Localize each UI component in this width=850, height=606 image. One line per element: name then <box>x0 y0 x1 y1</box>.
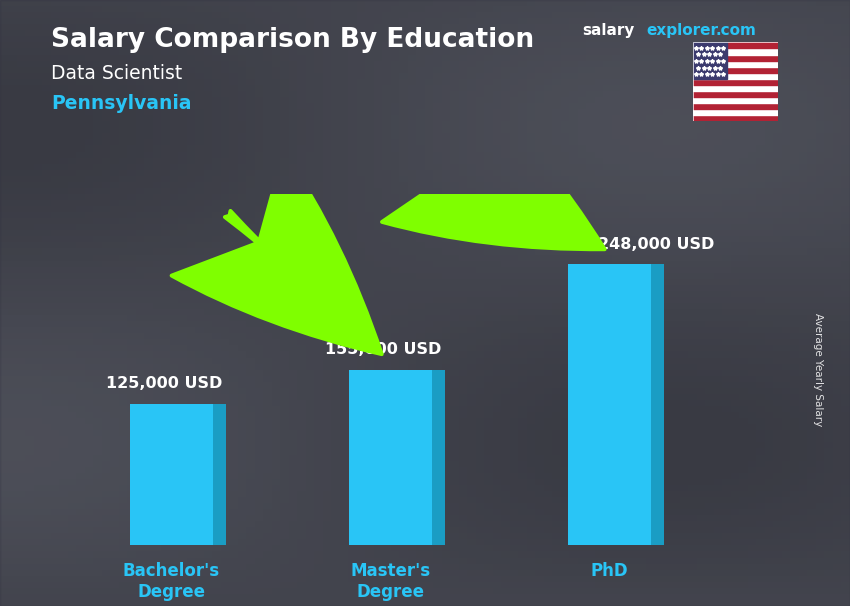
Bar <box>693 55 778 61</box>
Bar <box>693 97 778 103</box>
Bar <box>693 61 778 67</box>
Bar <box>693 91 778 97</box>
Text: 248,000 USD: 248,000 USD <box>598 237 715 251</box>
Bar <box>693 73 778 79</box>
Bar <box>693 85 778 91</box>
FancyArrowPatch shape <box>172 152 382 354</box>
Polygon shape <box>651 264 664 545</box>
Text: Salary Comparison By Education: Salary Comparison By Education <box>51 27 534 53</box>
Text: salary: salary <box>582 23 635 38</box>
FancyArrowPatch shape <box>382 76 604 249</box>
Bar <box>693 109 778 115</box>
Text: .com: .com <box>716 23 756 38</box>
Bar <box>693 103 778 109</box>
Bar <box>693 67 778 73</box>
Polygon shape <box>348 370 432 545</box>
Text: Average Yearly Salary: Average Yearly Salary <box>813 313 824 426</box>
Polygon shape <box>432 370 445 545</box>
Text: +60%: +60% <box>446 196 545 225</box>
Text: Pennsylvania: Pennsylvania <box>51 94 191 113</box>
Bar <box>693 42 778 48</box>
Text: Data Scientist: Data Scientist <box>51 64 182 82</box>
Polygon shape <box>568 264 651 545</box>
Bar <box>693 42 727 79</box>
Bar <box>693 115 778 121</box>
Text: explorer: explorer <box>646 23 718 38</box>
Bar <box>693 48 778 55</box>
Bar <box>693 79 778 85</box>
Text: 155,000 USD: 155,000 USD <box>325 342 441 357</box>
Text: +24%: +24% <box>196 270 295 299</box>
Text: 125,000 USD: 125,000 USD <box>105 376 222 391</box>
Polygon shape <box>130 404 213 545</box>
Polygon shape <box>213 404 226 545</box>
